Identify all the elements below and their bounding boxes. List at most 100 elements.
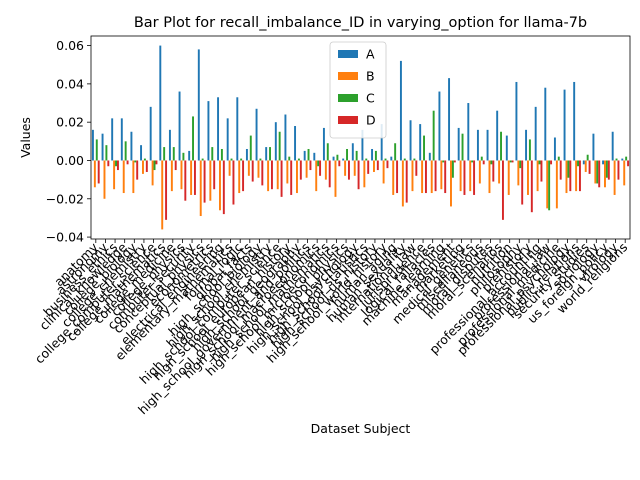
bar-C-high_school_computer_science: [278, 131, 281, 161]
bar-B-marketing: [459, 160, 462, 192]
bar-C-jurisprudence: [423, 135, 425, 161]
y-tick-label: −0.04: [46, 230, 84, 245]
bar-A-high_school_microeconomics: [332, 156, 335, 161]
bar-D-high_school_chemistry: [270, 160, 273, 190]
legend-label-C: C: [366, 91, 375, 106]
bar-D-sociology: [598, 160, 601, 188]
bar-A-nutrition: [505, 135, 508, 161]
bar-B-high_school_geography: [296, 160, 298, 194]
plot-frame: [90, 35, 631, 240]
bar-C-clinical_knowledge: [124, 141, 127, 161]
bar-B-college_biology: [132, 160, 135, 194]
bar-B-high_school_mathematics: [324, 160, 327, 180]
bar-A-moral_disputes: [486, 129, 489, 161]
bar-A-human_aging: [390, 156, 393, 161]
bar-D-miscellaneous: [482, 160, 485, 165]
bar-D-professional_law: [550, 160, 553, 165]
bar-D-college_computer_science: [155, 160, 158, 165]
bar-B-formal_logic: [238, 160, 241, 194]
bar-D-marketing: [463, 160, 466, 195]
bar-B-sociology: [594, 160, 597, 184]
bar-C-public_relations: [577, 160, 579, 167]
bar-D-human_sexuality: [405, 160, 408, 203]
bar-B-high_school_biology: [257, 160, 260, 178]
bar-B-professional_accounting: [536, 160, 539, 192]
bar-B-high_school_macroeconomics: [315, 160, 318, 192]
bar-C-high_school_biology: [259, 158, 262, 161]
bar-B-public_relations: [575, 160, 578, 192]
bar-B-conceptual_physics: [199, 160, 202, 217]
bar-B-world_religions: [623, 160, 626, 186]
bar-C-astronomy: [105, 145, 108, 161]
legend-swatch-A: [338, 50, 358, 58]
bar-C-philosophy: [519, 160, 522, 169]
bar-C-high_school_chemistry: [269, 147, 271, 161]
bar-C-high_school_statistics: [365, 158, 368, 161]
bar-D-nutrition: [511, 160, 514, 163]
bar-D-high_school_statistics: [367, 160, 370, 174]
bar-B-global_facts: [247, 160, 250, 176]
bar-B-high_school_computer_science: [276, 160, 279, 190]
bar-C-conceptual_physics: [201, 158, 204, 161]
bar-D-international_law: [415, 160, 418, 176]
bar-D-world_religions: [627, 160, 630, 167]
legend-swatch-C: [338, 94, 358, 102]
bar-B-clinical_knowledge: [122, 160, 125, 194]
bar-D-college_biology: [136, 160, 139, 180]
bar-B-college_chemistry: [142, 160, 144, 174]
y-tick-label: 0.00: [56, 153, 84, 168]
bar-D-professional_accounting: [540, 160, 543, 182]
bar-A-high_school_government_and_politics: [303, 150, 306, 161]
bar-A-college_physics: [178, 91, 181, 161]
bar-C-international_law: [413, 158, 416, 161]
bar-C-virology: [615, 158, 618, 161]
bar-C-professional_law: [548, 160, 551, 211]
bar-A-high_school_mathematics: [322, 127, 325, 161]
bar-C-elementary_mathematics: [230, 158, 233, 161]
legend-box: [329, 41, 387, 139]
bar-C-econometrics: [211, 147, 214, 161]
bar-A-professional_psychology: [563, 89, 566, 161]
bar-B-high_school_world_history: [382, 160, 385, 184]
bar-D-moral_scenarios: [501, 160, 504, 220]
bar-A-moral_scenarios: [496, 110, 499, 161]
bar-A-philosophy: [515, 81, 518, 161]
bar-A-logical_fallacies: [428, 152, 431, 161]
bar-A-high_school_computer_science: [274, 122, 277, 161]
bar-D-high_school_us_history: [376, 160, 379, 171]
bars-group: [91, 45, 630, 230]
y-tick-label: −0.02: [46, 191, 84, 206]
bar-B-virology: [613, 160, 616, 195]
bar-C-college_chemistry: [143, 158, 146, 161]
bar-B-high_school_european_history: [286, 160, 289, 184]
bar-C-human_aging: [394, 143, 397, 161]
bar-A-management: [448, 78, 451, 161]
bar-B-moral_disputes: [488, 160, 491, 194]
bar-D-public_relations: [578, 160, 581, 192]
bar-B-moral_scenarios: [498, 160, 501, 184]
bar-A-high_school_psychology: [351, 143, 354, 161]
legend-swatch-B: [338, 72, 358, 80]
bar-D-medical_genetics: [473, 160, 476, 195]
bar-C-global_facts: [249, 135, 252, 161]
bar-C-machine_learning: [442, 160, 445, 163]
bar-D-high_school_computer_science: [280, 160, 283, 197]
bar-C-marketing: [461, 133, 464, 161]
bar-A-professional_law: [544, 87, 547, 161]
bar-C-security_studies: [586, 154, 589, 161]
bar-D-management: [453, 160, 456, 163]
bar-B-professional_medicine: [555, 160, 558, 209]
bar-D-professional_medicine: [559, 160, 562, 180]
bar-D-high_school_world_history: [386, 160, 389, 169]
bar-B-computer_security: [190, 160, 193, 195]
bar-B-prehistory: [527, 160, 529, 195]
bar-A-college_medicine: [168, 129, 171, 161]
bar-A-high_school_geography: [294, 126, 297, 161]
y-tick-label: 0.06: [56, 38, 84, 53]
bar-D-high_school_mathematics: [328, 160, 331, 188]
bar-C-college_medicine: [172, 147, 175, 161]
bar-A-professional_medicine: [553, 137, 556, 161]
bar-B-security_studies: [584, 160, 587, 172]
bar-C-world_religions: [625, 156, 628, 161]
bar-D-virology: [617, 160, 620, 180]
